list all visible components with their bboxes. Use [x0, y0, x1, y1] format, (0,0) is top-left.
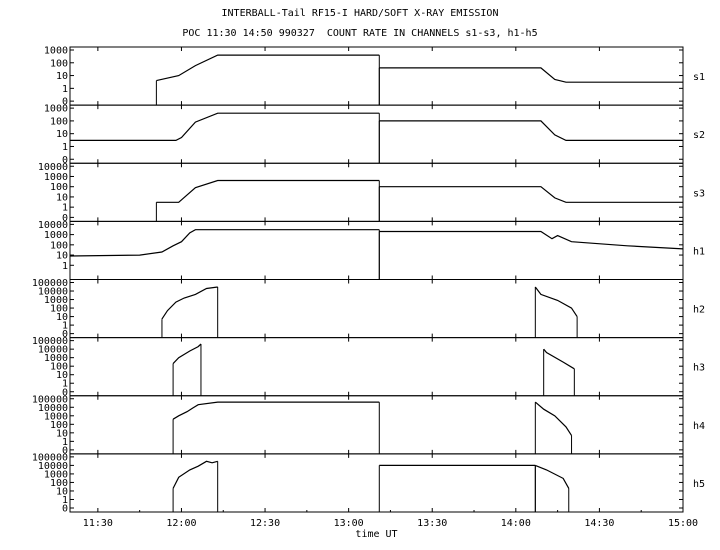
series-line-h4-1 — [534, 401, 573, 436]
series-line-s3-1 — [379, 186, 683, 203]
y-tick-label-s2: 0 — [62, 155, 68, 166]
y-tick-label-h4: 1 — [62, 437, 68, 448]
panel-frame-h5 — [69, 453, 684, 513]
y-tick-label-s1: 0 — [62, 97, 68, 108]
series-line-h5-0 — [172, 460, 218, 489]
y-tick-label-h3: 0 — [62, 387, 68, 398]
x-tick-label: 12:00 — [166, 518, 196, 529]
panel-label-h3: h3 — [693, 363, 705, 374]
x-tick-label: 14:30 — [584, 518, 614, 529]
panel-frame-s2 — [69, 104, 684, 164]
y-tick-label-s2: 100 — [50, 116, 68, 127]
x-tick-label: 14:00 — [501, 518, 531, 529]
y-tick-label-h4: 10000 — [38, 403, 68, 414]
series-line-h3-1 — [543, 348, 575, 370]
y-tick-label-h2: 100 — [50, 304, 68, 315]
y-tick-label-h3: 10000 — [38, 345, 68, 356]
panel-label-h2: h2 — [693, 305, 705, 316]
y-tick-label-h5: 1000 — [44, 469, 68, 480]
series-line-h1-1 — [379, 230, 684, 250]
chart-title: INTERBALL-Tail RF15-I HARD/SOFT X-RAY EM… — [221, 8, 499, 19]
y-tick-label-h5: 100 — [50, 478, 68, 489]
series-line-h1-0 — [69, 229, 380, 257]
panel-frame-s1 — [69, 46, 684, 106]
panel-frame-h4 — [69, 395, 684, 455]
y-tick-label-h4: 100000 — [32, 394, 68, 405]
series-line-h4-0 — [172, 401, 380, 420]
panel-label-s2: s2 — [693, 130, 705, 141]
y-tick-label-s3: 10000 — [38, 162, 68, 173]
series-line-h2-1 — [534, 286, 578, 317]
chart-subtitle: POC 11:30 14:50 990327 COUNT RATE IN CHA… — [182, 28, 538, 39]
series-line-s2-0 — [70, 112, 380, 141]
y-tick-label-h5: 10000 — [38, 461, 68, 472]
panel-label-h5: h5 — [693, 479, 705, 490]
panel-label-s1: s1 — [693, 72, 705, 83]
y-tick-label-h2: 1000 — [44, 295, 68, 306]
y-tick-label-s3: 100 — [50, 182, 68, 193]
y-tick-label-h2: 1 — [62, 321, 68, 332]
y-tick-label-s2: 1000 — [44, 104, 68, 115]
y-tick-label-h2: 0 — [62, 329, 68, 340]
y-tick-label-h1: 10000 — [38, 220, 68, 231]
y-tick-label-h2: 10000 — [38, 287, 68, 298]
panel-label-h1: h1 — [693, 246, 705, 257]
series-line-h5-2 — [535, 464, 570, 489]
y-tick-label-h3: 1000 — [44, 353, 68, 364]
panel-label-h4: h4 — [693, 421, 705, 432]
y-tick-label-s3: 1 — [62, 203, 68, 214]
x-tick-label: 12:30 — [250, 518, 280, 529]
y-tick-label-h1: 1 — [62, 261, 68, 272]
y-tick-label-h2: 100000 — [32, 278, 68, 289]
series-line-h3-0 — [172, 343, 202, 365]
y-tick-label-s2: 10 — [56, 129, 68, 140]
series-line-s1-0 — [156, 54, 380, 82]
y-tick-label-h2: 10 — [56, 312, 68, 323]
y-tick-label-s1: 10 — [56, 71, 68, 82]
y-tick-label-s1: 1000 — [44, 46, 68, 57]
y-tick-label-h1: 1000 — [44, 230, 68, 241]
panel-frame-h3 — [69, 337, 684, 397]
y-tick-label-h4: 1000 — [44, 411, 68, 422]
y-tick-label-h5: 0 — [62, 504, 68, 515]
series-line-s3-0 — [156, 179, 380, 203]
y-tick-label-h3: 100000 — [32, 336, 68, 347]
series-line-s2-1 — [379, 120, 683, 141]
y-tick-label-h4: 100 — [50, 420, 68, 431]
x-axis-label: time UT — [355, 529, 397, 540]
panel-label-s3: s3 — [693, 188, 705, 199]
x-tick-label: 13:30 — [417, 518, 447, 529]
y-tick-label-s3: 10 — [56, 192, 68, 203]
y-tick-label-h1: 100 — [50, 240, 68, 251]
y-tick-label-h4: 10 — [56, 428, 68, 439]
y-tick-label-s3: 0 — [62, 213, 68, 224]
y-tick-label-h3: 10 — [56, 370, 68, 381]
x-tick-label: 11:30 — [83, 518, 113, 529]
x-tick-label: 15:00 — [668, 518, 698, 529]
y-tick-label-h3: 100 — [50, 362, 68, 373]
y-tick-label-s2: 1 — [62, 142, 68, 153]
y-tick-label-h5: 1 — [62, 495, 68, 506]
y-tick-label-h3: 1 — [62, 379, 68, 390]
series-line-s1-1 — [379, 67, 683, 83]
y-tick-label-h1: 10 — [56, 251, 68, 262]
y-tick-label-s1: 1 — [62, 84, 68, 95]
series-line-h2-0 — [161, 286, 218, 320]
y-tick-label-h5: 100000 — [32, 452, 68, 463]
y-tick-label-h4: 0 — [62, 445, 68, 456]
y-tick-label-s1: 100 — [50, 58, 68, 69]
y-tick-label-s3: 1000 — [44, 172, 68, 183]
panel-frame-s3 — [69, 162, 684, 222]
y-tick-label-h5: 10 — [56, 486, 68, 497]
x-tick-label: 13:00 — [334, 518, 364, 529]
